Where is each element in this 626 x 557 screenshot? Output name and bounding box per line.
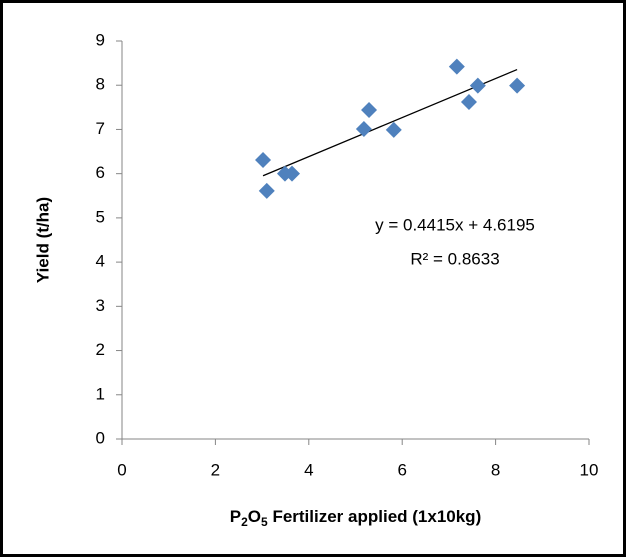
y-tick-label: 3 [96, 296, 105, 315]
y-tick-label: 7 [96, 119, 105, 138]
x-axis-title-part: 2 [241, 515, 248, 529]
trendline-r2: R² = 0.8633 [410, 249, 499, 268]
x-axis-title: P2O5 Fertilizer applied (1x10kg) [230, 507, 481, 529]
point [355, 121, 372, 138]
x-tick-label: 10 [580, 460, 599, 479]
point [283, 165, 300, 182]
point [460, 94, 477, 111]
y-tick-label: 1 [96, 384, 105, 403]
x-axis-title-part: P [230, 507, 241, 526]
trendline-equation: y = 0.4415x + 4.6195 [375, 215, 535, 234]
y-tick-label: 6 [96, 163, 105, 182]
x-axis-title-part: Fertilizer applied (1x10kg) [268, 507, 482, 526]
x-tick-label: 8 [491, 460, 500, 479]
x-tick-label: 6 [397, 460, 406, 479]
y-tick-label: 0 [96, 428, 105, 447]
x-tick-label: 0 [117, 460, 126, 479]
point [361, 101, 378, 118]
x-axis-title-part: O [248, 507, 261, 526]
point [255, 151, 272, 168]
y-tick-label: 4 [96, 252, 105, 271]
y-tick-label: 9 [96, 30, 105, 49]
y-axis-title: Yield (t/ha) [33, 197, 52, 283]
point [385, 121, 402, 138]
point [258, 182, 275, 199]
x-axis-title-part: 5 [261, 515, 268, 529]
point [448, 58, 465, 75]
y-tick-label: 8 [96, 75, 105, 94]
y-tick-label: 2 [96, 340, 105, 359]
y-tick-label: 5 [96, 207, 105, 226]
point [509, 77, 526, 94]
x-tick-label: 2 [211, 460, 220, 479]
point [469, 77, 486, 94]
x-tick-label: 4 [304, 460, 313, 479]
